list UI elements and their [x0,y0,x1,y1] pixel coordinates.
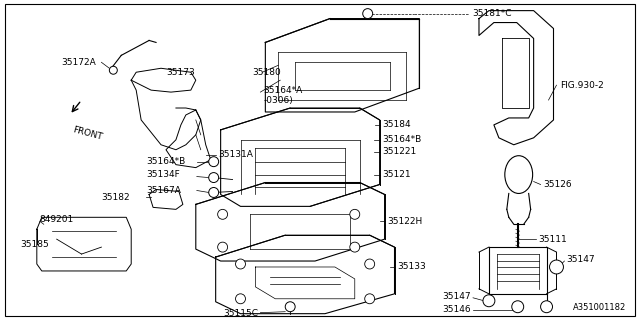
Text: FIG.930-2: FIG.930-2 [561,81,604,90]
Text: 35147: 35147 [442,292,471,301]
Text: 35115C: 35115C [223,309,259,318]
Polygon shape [216,235,394,314]
Text: 35131A: 35131A [219,150,253,159]
Polygon shape [166,110,211,168]
Text: 35173: 35173 [166,68,195,77]
Text: 35146: 35146 [442,305,471,314]
Polygon shape [479,11,554,145]
Text: 35134F: 35134F [146,170,180,179]
Text: A351001182: A351001182 [573,303,626,312]
Polygon shape [149,189,183,209]
Circle shape [350,242,360,252]
Text: 35147: 35147 [566,254,595,264]
Text: 35121: 35121 [383,170,412,179]
Text: 35164*A: 35164*A [264,86,303,95]
Circle shape [218,242,228,252]
Text: FRONT: FRONT [71,125,103,141]
Text: 849201: 849201 [40,215,74,224]
Text: 35181*C: 35181*C [472,9,511,18]
Circle shape [365,259,374,269]
Text: 35172A: 35172A [61,58,97,67]
Circle shape [365,294,374,304]
Circle shape [236,259,246,269]
Text: 35167A: 35167A [146,186,181,195]
Polygon shape [221,108,380,206]
Polygon shape [489,247,547,294]
Text: 35164*B: 35164*B [383,135,422,144]
Text: 35182: 35182 [101,193,130,202]
Text: 351221: 351221 [383,147,417,156]
Circle shape [236,294,246,304]
Text: -0306): -0306) [264,96,293,105]
Text: 35111: 35111 [539,235,567,244]
Text: 35133: 35133 [397,262,426,271]
Circle shape [363,9,372,19]
Circle shape [209,172,219,182]
Text: 35126: 35126 [543,180,572,189]
Circle shape [109,66,117,74]
Polygon shape [131,68,196,92]
Text: 35164*B: 35164*B [146,157,186,166]
Text: 35184: 35184 [383,120,412,129]
Circle shape [350,209,360,219]
Text: 35122H: 35122H [388,217,423,226]
Text: 35180: 35180 [252,68,281,77]
Text: 35185: 35185 [20,240,49,249]
Circle shape [209,188,219,197]
Circle shape [483,295,495,307]
Circle shape [285,302,295,312]
Circle shape [218,209,228,219]
Circle shape [550,260,563,274]
Polygon shape [266,19,419,112]
Polygon shape [196,182,385,261]
Circle shape [541,301,552,313]
Circle shape [209,157,219,167]
Circle shape [512,301,524,313]
Ellipse shape [505,156,532,194]
